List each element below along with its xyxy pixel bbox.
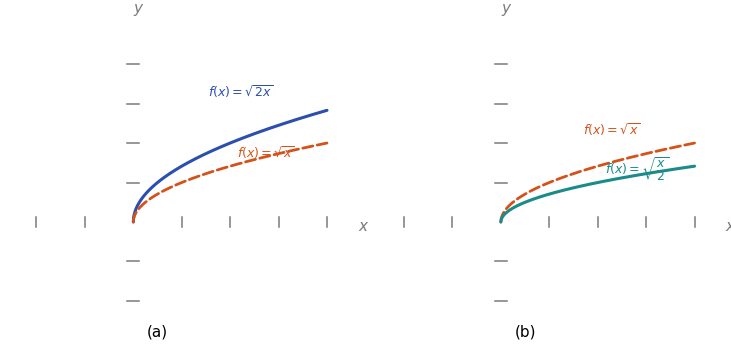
Text: $f(x) = \sqrt{2x}$: $f(x) = \sqrt{2x}$	[208, 83, 273, 100]
Text: $f(x) = \sqrt{\dfrac{x}{2}}$: $f(x) = \sqrt{\dfrac{x}{2}}$	[605, 155, 669, 183]
Text: $f(x) = \sqrt{x}$: $f(x) = \sqrt{x}$	[238, 145, 295, 161]
Text: (b): (b)	[515, 325, 536, 340]
Text: $y$: $y$	[133, 2, 145, 18]
Text: (a): (a)	[147, 325, 168, 340]
Text: $y$: $y$	[501, 2, 512, 18]
Text: $x$: $x$	[357, 219, 369, 234]
Text: $x$: $x$	[725, 219, 731, 234]
Text: $f(x) = \sqrt{x}$: $f(x) = \sqrt{x}$	[583, 121, 640, 138]
